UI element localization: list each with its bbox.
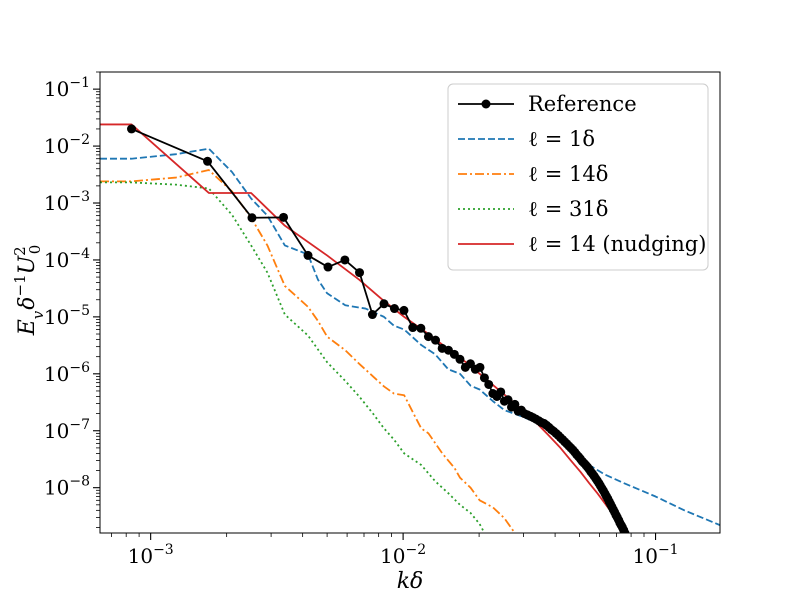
reference-point — [389, 304, 399, 314]
y-tick-label: 10−7 — [44, 417, 90, 443]
tick-labels-layer: 10−3 10−2 10−1 10−8 10−7 10−6 10−5 10−4 10−3 10−2… — [44, 75, 679, 568]
y-tick-label: 10−4 — [44, 246, 90, 272]
legend-label-4: ℓ = 14 (nudging) — [528, 232, 706, 256]
reference-point — [323, 262, 333, 272]
x-tick-label: 10−2 — [380, 542, 426, 568]
y-tick-label: 10−6 — [44, 360, 90, 386]
legend: Reference ℓ = 1δ ℓ = 14δ ℓ = 31δ ℓ = 14 (nud… — [447, 83, 709, 271]
reference-point — [399, 305, 409, 315]
reference-point — [503, 395, 513, 405]
reference-point — [479, 373, 489, 383]
reference-point — [431, 335, 441, 345]
reference-point — [475, 362, 485, 372]
legend-label-2: ℓ = 14δ — [528, 162, 608, 186]
legend-box — [447, 83, 709, 271]
reference-point — [340, 255, 350, 265]
y-tick-label: 10−8 — [44, 474, 90, 500]
y-axis-title: Evδ−1U20 — [11, 245, 47, 337]
reference-point — [303, 250, 313, 260]
y-tick-label: 10−5 — [44, 303, 90, 329]
ticks-layer — [93, 71, 657, 540]
legend-label-0: Reference — [528, 92, 637, 116]
reference-point — [423, 332, 433, 342]
reference-point — [510, 399, 520, 409]
plot-frame — [99, 71, 721, 534]
legend-entries: Reference ℓ = 1δ ℓ = 14δ ℓ = 31δ ℓ = 14 (nud… — [458, 92, 706, 256]
reference-point — [620, 528, 630, 533]
reference-point — [484, 379, 494, 389]
reference-point — [127, 124, 137, 134]
legend-label-3: ℓ = 31δ — [528, 197, 608, 221]
reference-point — [496, 387, 506, 397]
reference-point — [203, 156, 213, 166]
legend-label-1: ℓ = 1δ — [528, 127, 595, 151]
reference-point — [279, 212, 289, 222]
x-tick-label: 10−1 — [633, 542, 679, 568]
x-axis-title: kδ — [397, 569, 424, 594]
series-line-3 — [100, 181, 486, 533]
y-tick-label: 10−1 — [44, 75, 90, 101]
reference-point — [416, 323, 426, 333]
reference-point — [455, 354, 465, 364]
series-layer — [100, 123, 720, 533]
y-tick-label: 10−2 — [44, 132, 90, 158]
reference-point — [379, 299, 389, 309]
reference-point — [367, 310, 377, 320]
series-line-4 — [100, 123, 626, 533]
legend-marker — [481, 99, 491, 109]
reference-point — [247, 213, 257, 223]
x-tick-label: 10−3 — [128, 542, 174, 568]
reference-point — [408, 323, 418, 333]
reference-point — [355, 268, 365, 278]
y-tick-label: 10−3 — [44, 189, 90, 215]
